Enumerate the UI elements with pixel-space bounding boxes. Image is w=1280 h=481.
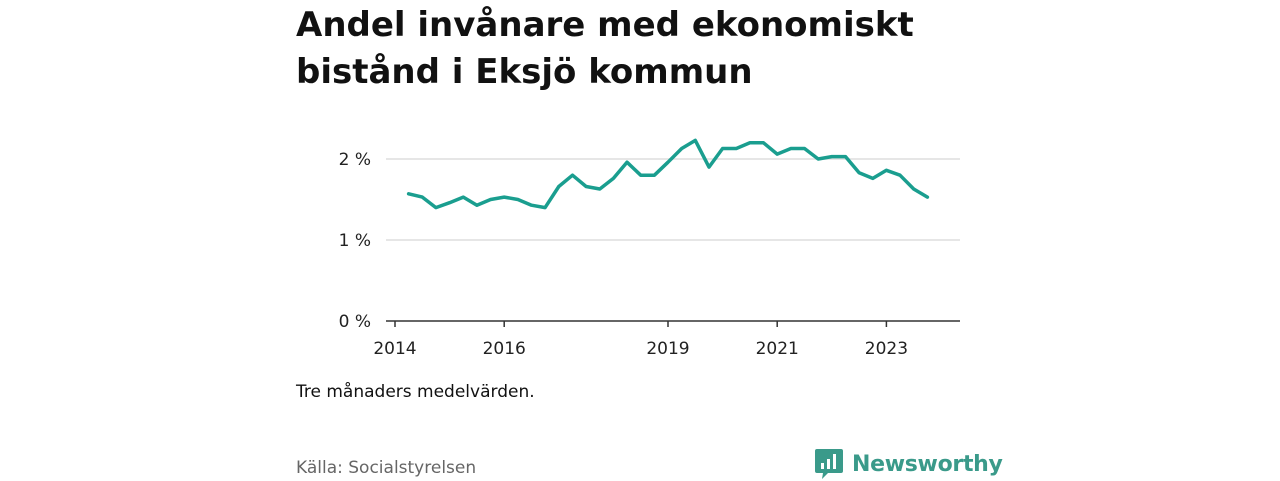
series-layer bbox=[406, 138, 930, 210]
data-point bbox=[748, 141, 752, 145]
data-point bbox=[680, 147, 684, 151]
data-point bbox=[598, 187, 602, 191]
data-point bbox=[407, 192, 411, 196]
data-point bbox=[461, 195, 465, 199]
y-axis-ticks: 0 % 1 % 2 % bbox=[339, 150, 371, 332]
data-point bbox=[489, 198, 493, 202]
x-tick-label: 2016 bbox=[483, 339, 526, 359]
x-tick-label: 2023 bbox=[865, 339, 908, 359]
data-point bbox=[652, 173, 656, 177]
y-tick-label: 0 % bbox=[339, 312, 371, 332]
data-point bbox=[448, 201, 452, 205]
data-point bbox=[871, 176, 875, 180]
data-point bbox=[475, 203, 479, 207]
gridlines bbox=[386, 158, 960, 241]
data-point bbox=[925, 195, 929, 199]
data-point bbox=[844, 155, 848, 159]
x-axis-ticks: 2014 2016 2019 2021 2023 bbox=[373, 321, 908, 359]
data-point bbox=[898, 173, 902, 177]
data-point bbox=[557, 185, 561, 189]
data-point bbox=[803, 147, 807, 151]
data-point bbox=[775, 152, 779, 156]
brand-logo[interactable]: Newsworthy bbox=[814, 447, 1003, 481]
newsworthy-logo-icon bbox=[815, 449, 843, 479]
data-point bbox=[816, 157, 820, 161]
data-point bbox=[857, 171, 861, 175]
source-note: Källa: Socialstyrelsen bbox=[296, 458, 477, 478]
series-line bbox=[406, 138, 930, 210]
data-point bbox=[693, 138, 697, 142]
data-point bbox=[420, 195, 424, 199]
data-point bbox=[516, 198, 520, 202]
x-tick-label: 2021 bbox=[756, 339, 799, 359]
chart-title: Andel invånare med ekonomiskt bistånd i … bbox=[296, 5, 914, 92]
data-point bbox=[530, 203, 534, 207]
data-point bbox=[762, 141, 766, 145]
data-point bbox=[625, 160, 629, 164]
x-tick-label: 2019 bbox=[646, 339, 689, 359]
data-point bbox=[434, 206, 438, 210]
data-point bbox=[639, 173, 643, 177]
data-point bbox=[543, 206, 547, 210]
brand-name: Newsworthy bbox=[852, 451, 1003, 477]
data-point bbox=[912, 187, 916, 191]
data-point bbox=[502, 195, 506, 199]
data-point bbox=[571, 173, 575, 177]
data-point bbox=[830, 155, 834, 159]
data-point bbox=[584, 185, 588, 189]
data-point bbox=[707, 165, 711, 169]
y-tick-label: 2 % bbox=[339, 150, 371, 170]
chart-subtitle: Tre månaders medelvärden. bbox=[296, 382, 535, 402]
data-point bbox=[884, 168, 888, 172]
data-point bbox=[721, 147, 725, 151]
data-point bbox=[611, 176, 615, 180]
data-point bbox=[734, 147, 738, 151]
data-point bbox=[666, 160, 670, 164]
x-tick-label: 2014 bbox=[373, 339, 416, 359]
data-point bbox=[789, 147, 793, 151]
y-tick-label: 1 % bbox=[339, 231, 371, 251]
